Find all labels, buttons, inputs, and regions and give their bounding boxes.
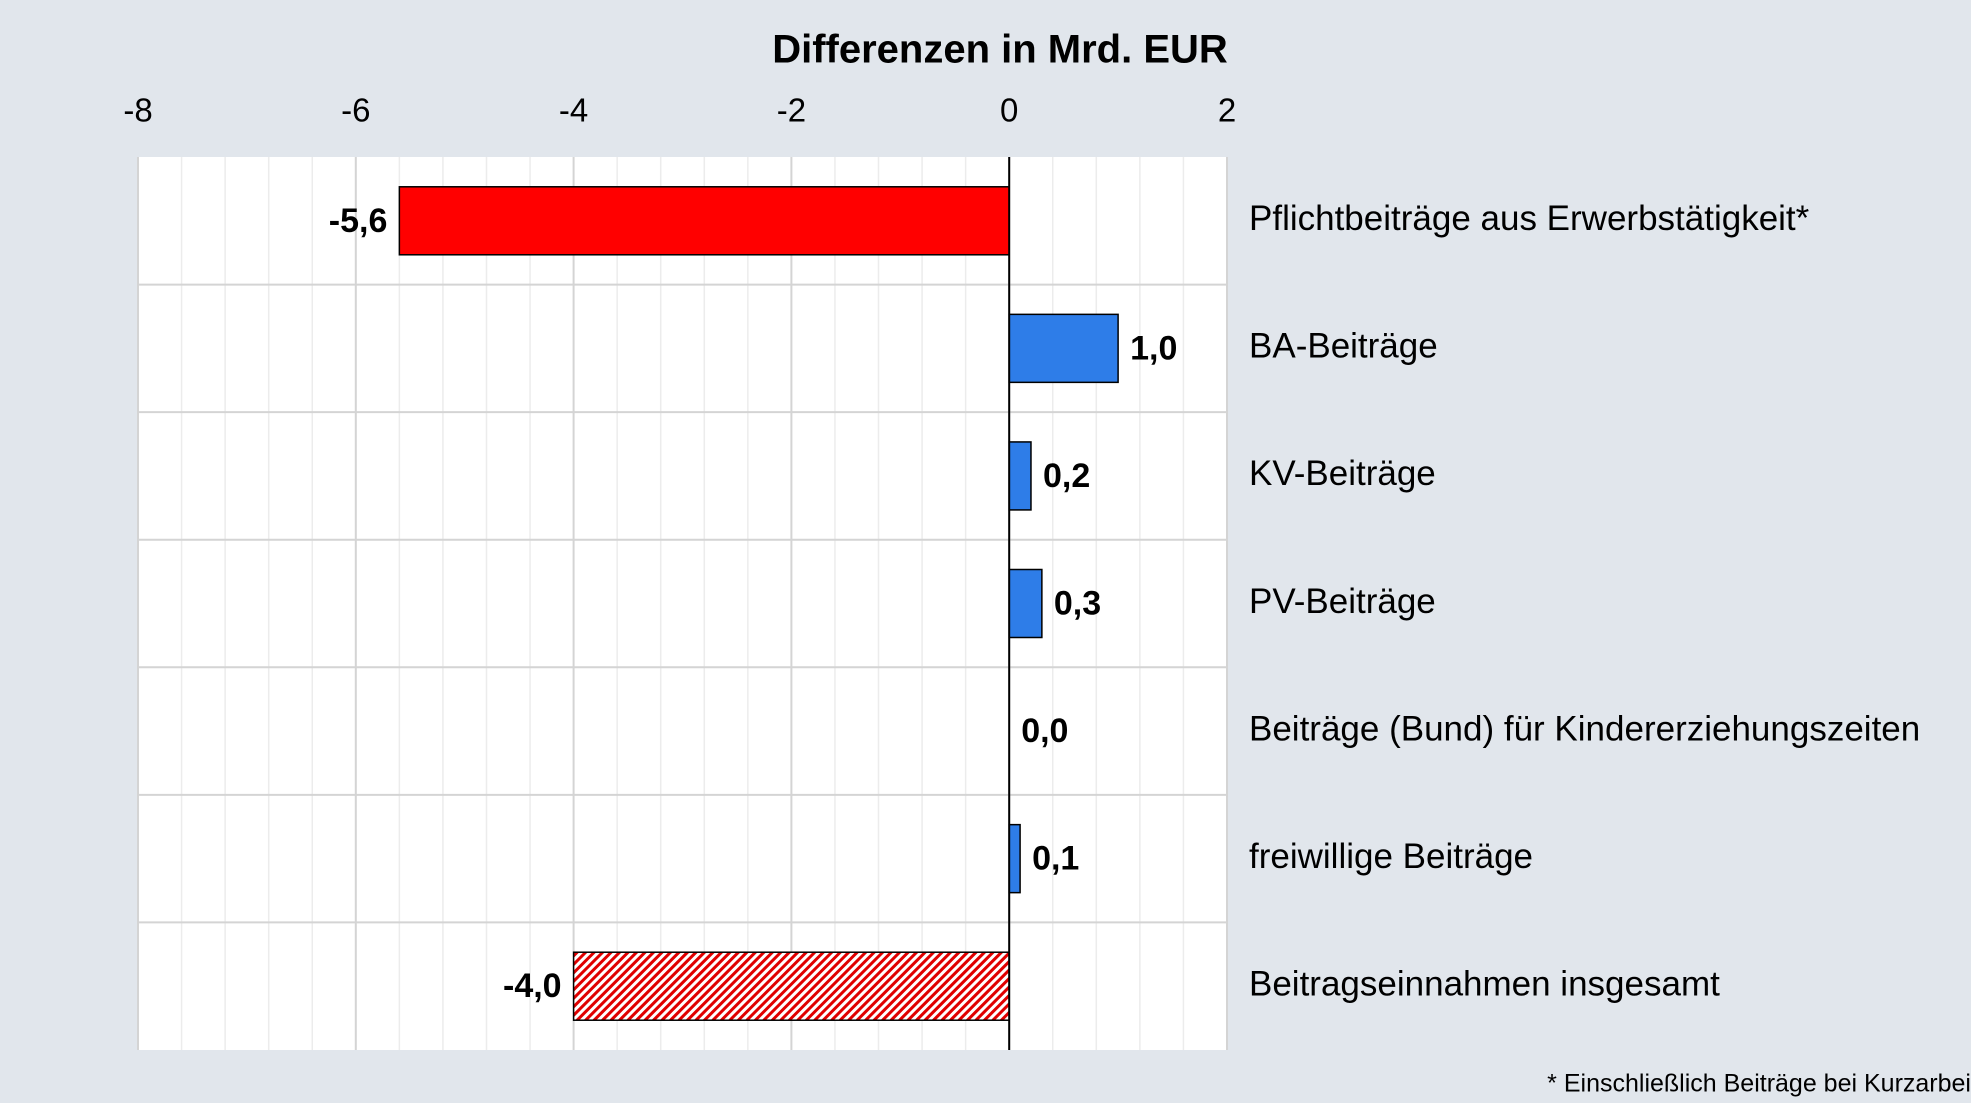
- x-tick-label: -6: [341, 92, 370, 129]
- x-tick-label: -2: [777, 92, 806, 129]
- category-label: Beiträge (Bund) für Kindererziehungszeit…: [1249, 709, 1920, 748]
- bar: [572, 951, 1010, 1021]
- value-label: -4,0: [503, 967, 562, 1005]
- plot-area: [138, 157, 1227, 1050]
- category-label: Pflichtbeiträge aus Erwerbstätigkeit*: [1249, 199, 1810, 238]
- value-label: 0,0: [1021, 712, 1068, 750]
- x-tick-label: 2: [1218, 92, 1236, 129]
- bar: [1008, 823, 1021, 894]
- category-label: KV-Beiträge: [1249, 454, 1436, 493]
- x-tick-label: -4: [559, 92, 588, 129]
- category-label: freiwillige Beiträge: [1249, 837, 1533, 876]
- x-tick-label: -8: [123, 92, 152, 129]
- x-tick-label: 0: [1000, 92, 1018, 129]
- bar: [1008, 441, 1032, 511]
- category-label: Beitragseinnahmen insgesamt: [1249, 964, 1720, 1003]
- category-label: PV-Beiträge: [1249, 582, 1436, 621]
- value-label: 0,2: [1043, 457, 1090, 495]
- bar: [1008, 313, 1119, 384]
- value-label: 0,1: [1032, 840, 1079, 878]
- chart-title: Differenzen in Mrd. EUR: [772, 28, 1228, 72]
- bar: [1008, 568, 1043, 639]
- bar: [398, 186, 1010, 256]
- value-label: 1,0: [1130, 329, 1177, 367]
- value-label: -5,6: [329, 202, 388, 240]
- value-label: 0,3: [1054, 584, 1101, 622]
- footnote: * Einschließlich Beiträge bei Kurzarbei: [1547, 1070, 1971, 1098]
- category-label: BA-Beiträge: [1249, 327, 1438, 366]
